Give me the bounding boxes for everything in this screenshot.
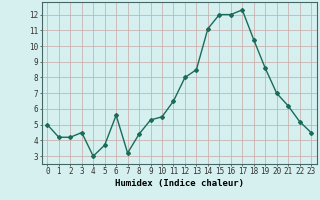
X-axis label: Humidex (Indice chaleur): Humidex (Indice chaleur) (115, 179, 244, 188)
